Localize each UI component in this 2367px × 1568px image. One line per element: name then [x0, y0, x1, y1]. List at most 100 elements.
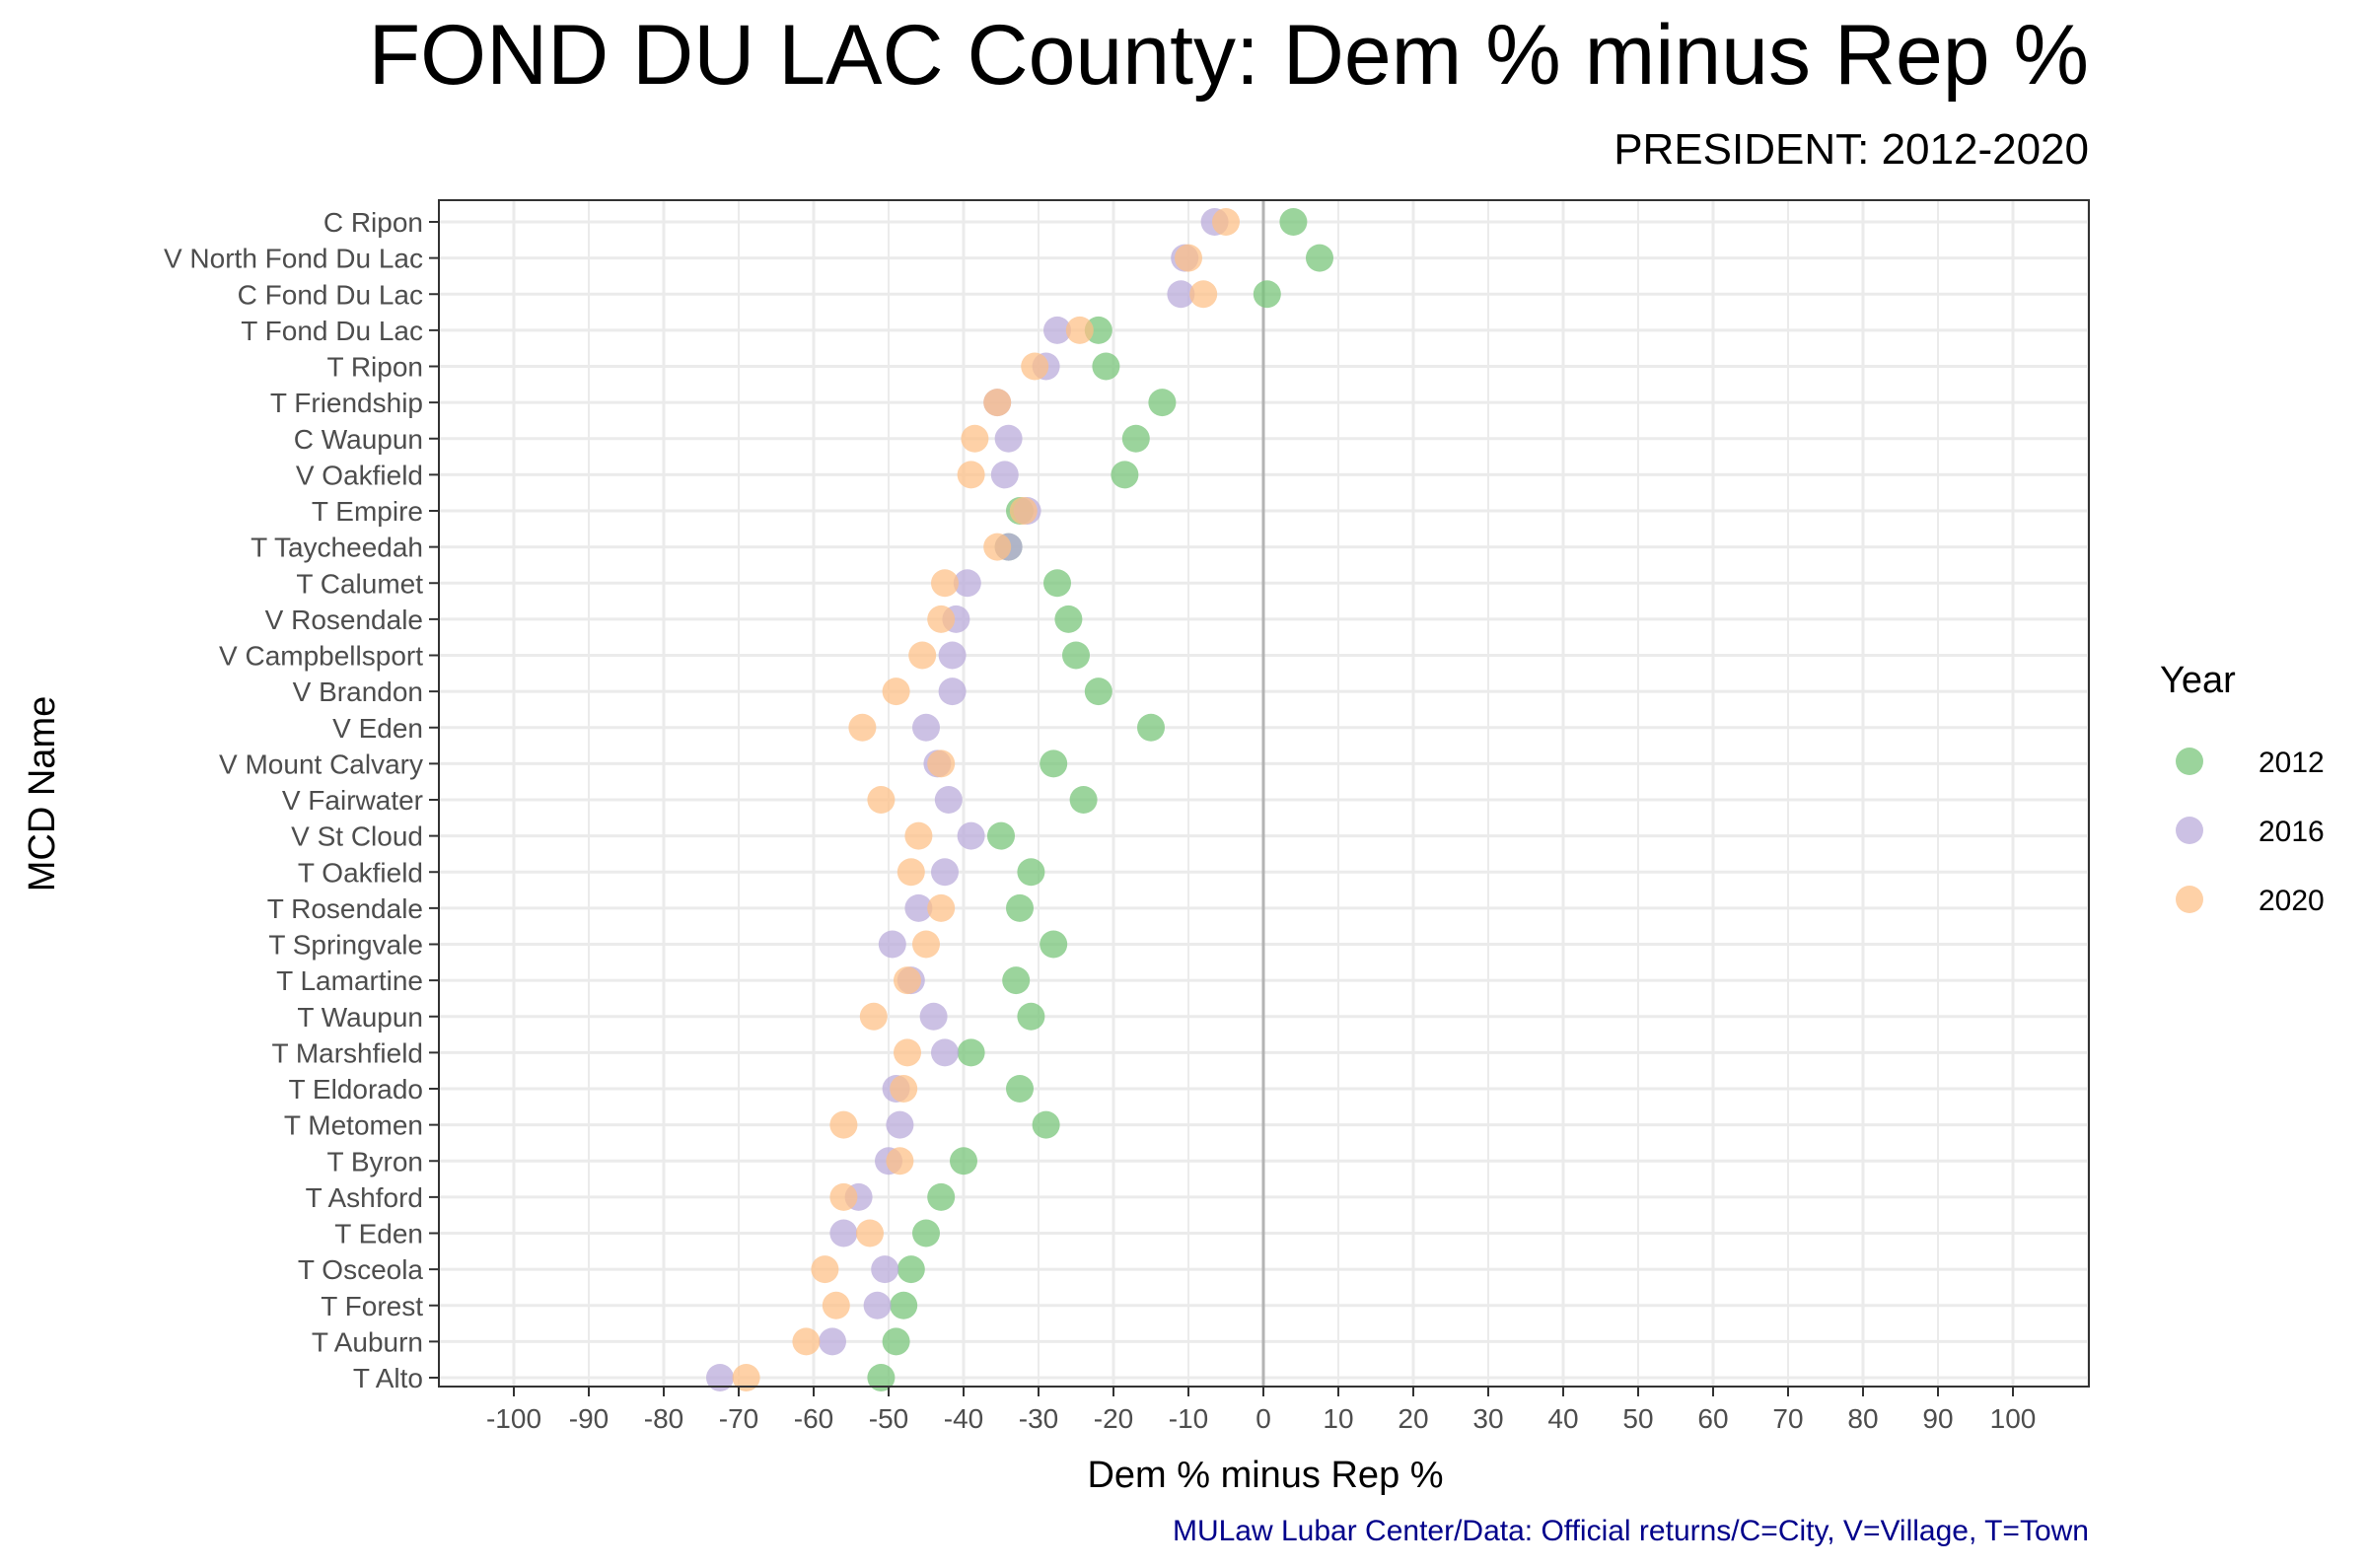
chart-title: FOND DU LAC County: Dem % minus Rep % — [369, 8, 2089, 103]
point-2016-v-eden — [912, 713, 940, 742]
legend-label-2012: 2012 — [2259, 747, 2325, 779]
point-2012-t-oakfield — [1017, 858, 1045, 887]
y-tick-label: V North Fond Du Lac — [164, 244, 423, 274]
point-2012-t-marshfield — [957, 1038, 985, 1067]
point-2016-t-rosendale — [904, 893, 933, 922]
legend: Year 2012 2016 2020 — [2160, 660, 2325, 917]
point-2012-t-metomen — [1032, 1110, 1060, 1139]
point-2020-t-taycheedah — [983, 533, 1012, 561]
y-tick-label: T Osceola — [298, 1254, 424, 1285]
x-tick-label: 0 — [1255, 1403, 1271, 1434]
y-tick-label: T Taycheedah — [251, 533, 423, 563]
y-tick-label: T Empire — [312, 496, 423, 527]
point-2020-t-ashford — [829, 1182, 858, 1211]
point-2020-t-eldorado — [890, 1075, 918, 1103]
point-2020-t-empire — [1009, 497, 1038, 525]
point-2020-t-byron — [886, 1147, 914, 1176]
point-2020-c-ripon — [1212, 208, 1240, 236]
point-2012-v-brandon — [1084, 677, 1112, 706]
point-2020-v-campbellsport — [908, 641, 937, 670]
x-tick-label: -50 — [869, 1403, 908, 1434]
point-2012-v-eden — [1137, 713, 1165, 742]
point-2020-v-eden — [848, 713, 877, 742]
point-2012-t-rosendale — [1006, 893, 1034, 922]
point-2012-v-rosendale — [1054, 605, 1083, 633]
y-tick-label: V Eden — [332, 713, 423, 744]
point-2012-t-springvale — [1040, 930, 1068, 959]
point-2016-t-auburn — [819, 1327, 846, 1356]
point-2012-t-alto — [867, 1364, 896, 1391]
point-2012-t-eldorado — [1006, 1075, 1034, 1103]
point-2016-v-campbellsport — [938, 641, 967, 670]
y-tick-label: V Brandon — [293, 677, 423, 707]
point-2020-v-st-cloud — [904, 821, 933, 850]
y-tick-label: V Fairwater — [282, 785, 423, 816]
y-tick-label: T Lamartine — [276, 965, 423, 996]
point-2020-t-calumet — [931, 569, 959, 598]
y-tick-label: T Marshfield — [271, 1037, 423, 1068]
point-2016-t-metomen — [886, 1110, 914, 1139]
point-2012-t-friendship — [1148, 389, 1177, 417]
y-tick-label: T Waupun — [297, 1002, 423, 1033]
x-tick-label: -80 — [644, 1403, 683, 1434]
chart-subtitle: PRESIDENT: 2012-2020 — [1614, 125, 2089, 174]
point-2020-v-rosendale — [927, 605, 956, 633]
y-tick-label: T Calumet — [296, 568, 423, 599]
x-tick-label: 60 — [1697, 1403, 1728, 1434]
legend-label-2016: 2016 — [2259, 816, 2325, 848]
y-tick-label: T Eden — [334, 1219, 423, 1249]
y-tick-label: T Forest — [321, 1291, 423, 1321]
y-tick-label: V Rosendale — [265, 605, 423, 635]
y-tick-label: T Metomen — [284, 1110, 423, 1141]
point-2016-v-st-cloud — [957, 821, 985, 850]
y-tick-label: T Rosendale — [267, 893, 423, 924]
point-2016-t-calumet — [953, 569, 981, 598]
point-2016-t-fond-du-lac — [1043, 316, 1071, 344]
x-tick-label: -20 — [1094, 1403, 1133, 1434]
y-tick-label: T Oakfield — [298, 857, 423, 888]
point-2012-t-ripon — [1092, 352, 1120, 381]
x-tick-label: 10 — [1323, 1403, 1353, 1434]
x-tick-label: 90 — [1922, 1403, 1953, 1434]
point-2016-c-fond-du-lac — [1167, 280, 1195, 309]
y-tick-label: T Friendship — [270, 388, 423, 418]
point-2020-v-oakfield — [957, 461, 985, 489]
y-tick-label: C Ripon — [323, 207, 423, 238]
x-tick-label: 70 — [1772, 1403, 1803, 1434]
y-axis-title: MCD Name — [22, 696, 63, 891]
point-2020-t-metomen — [829, 1110, 858, 1139]
y-axis-ticks: C Ripon V North Fond Du Lac C Fond Du Lac T… — [164, 207, 439, 1393]
point-2016-t-eden — [829, 1219, 858, 1247]
point-2020-t-eden — [856, 1219, 884, 1247]
data-points — [706, 208, 1333, 1391]
point-2012-c-waupun — [1121, 424, 1150, 453]
x-tick-label: -10 — [1169, 1403, 1208, 1434]
point-2012-v-fairwater — [1069, 786, 1098, 814]
y-tick-label: V Campbellsport — [219, 641, 423, 672]
y-tick-label: C Waupun — [294, 424, 423, 455]
point-2016-c-waupun — [994, 424, 1023, 453]
point-2020-v-north-fond-du-lac — [1175, 244, 1202, 272]
point-2020-t-rosendale — [927, 893, 956, 922]
point-2020-t-forest — [822, 1291, 850, 1319]
point-2016-v-oakfield — [990, 461, 1019, 489]
point-2012-t-eden — [912, 1219, 940, 1247]
x-tick-label: -70 — [719, 1403, 758, 1434]
x-axis-ticks: -100 -90 -80 -70 -60 -50 -40 -30 -20 -10 0 10 20 30 40… — [486, 1387, 2036, 1434]
x-tick-label: -40 — [944, 1403, 983, 1434]
point-2016-t-springvale — [878, 930, 906, 959]
point-2020-v-fairwater — [867, 786, 896, 814]
legend-label-2020: 2020 — [2259, 885, 2325, 917]
legend-key-2016 — [2176, 817, 2203, 844]
point-2012-t-calumet — [1043, 569, 1071, 598]
point-2016-t-oakfield — [931, 858, 959, 887]
point-2020-t-lamartine — [894, 966, 921, 995]
point-2012-v-campbellsport — [1062, 641, 1090, 670]
y-tick-label: T Fond Du Lac — [241, 316, 423, 346]
point-2012-t-waupun — [1017, 1002, 1045, 1031]
point-2016-t-marshfield — [931, 1038, 959, 1067]
x-tick-label: 20 — [1398, 1403, 1428, 1434]
y-tick-label: V Oakfield — [296, 460, 423, 490]
x-axis-title: Dem % minus Rep % — [1087, 1455, 1443, 1496]
